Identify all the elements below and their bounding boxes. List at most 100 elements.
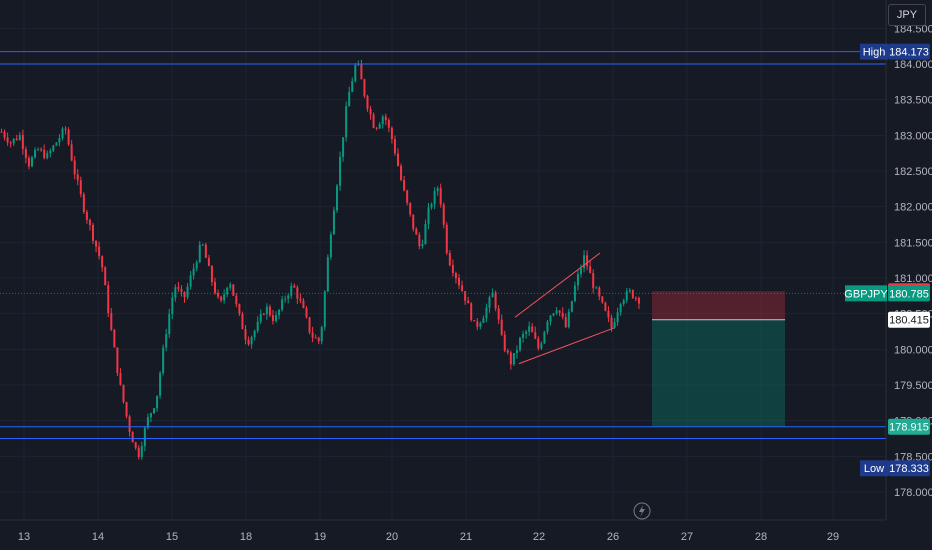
candle-body	[207, 257, 210, 267]
candle-body	[180, 288, 183, 292]
candle-body	[485, 307, 488, 319]
candle-body	[31, 157, 33, 167]
candle-body	[613, 322, 616, 328]
candle-body	[52, 145, 55, 151]
candle-body	[131, 432, 134, 443]
candle-body	[15, 138, 18, 140]
candle-body	[390, 127, 393, 140]
candle-body	[616, 312, 619, 323]
candle-body	[369, 108, 372, 115]
time-tick-label: 15	[166, 531, 178, 543]
candle-body	[317, 337, 320, 342]
candle-body	[360, 63, 363, 80]
candle-body	[107, 285, 110, 314]
high-price-badge-bg	[888, 43, 930, 60]
candle-body	[88, 219, 91, 225]
candle-body	[433, 191, 436, 205]
candle-body	[412, 214, 415, 229]
candle-body	[235, 295, 238, 305]
candle-body	[198, 244, 201, 263]
candle-body	[339, 156, 342, 186]
candle-body	[601, 296, 604, 303]
candle-body	[589, 266, 592, 274]
candle-body	[583, 255, 586, 269]
candle-body	[262, 314, 265, 316]
candle-body	[137, 447, 140, 458]
candle-body	[34, 149, 37, 158]
candle-body	[448, 252, 451, 266]
channel-lower-line[interactable]	[518, 327, 615, 365]
candle-body	[92, 224, 94, 241]
time-tick-label: 19	[314, 531, 326, 543]
channel-upper-line[interactable]	[514, 252, 601, 318]
candle-body	[467, 300, 470, 304]
candle-body	[482, 318, 485, 323]
take-profit-zone[interactable]	[652, 319, 785, 427]
candle-body	[558, 310, 561, 313]
candle-body	[217, 292, 220, 297]
target-price-badge-bg	[888, 418, 930, 435]
candle-body	[406, 190, 409, 203]
candle-body	[348, 91, 351, 107]
candle-body	[82, 194, 85, 212]
candle-body	[37, 149, 40, 151]
candle-body	[183, 291, 186, 298]
candle-body	[70, 144, 73, 161]
candle-body	[534, 332, 537, 339]
candle-body	[363, 79, 366, 97]
candle-body	[604, 302, 607, 311]
candle-body	[195, 262, 198, 269]
candle-body	[332, 210, 335, 235]
candle-body	[512, 353, 515, 365]
candle-body	[631, 290, 634, 298]
candle-body	[387, 120, 390, 128]
candle-body	[24, 149, 27, 158]
stop-loss-zone[interactable]	[652, 291, 785, 320]
candle-body	[473, 320, 476, 322]
candle-body	[302, 300, 305, 308]
candle-body	[506, 350, 509, 353]
candle-body	[555, 310, 558, 314]
candle-body	[12, 138, 15, 144]
candle-body	[268, 306, 271, 316]
candle-body	[49, 150, 52, 154]
candle-body	[439, 188, 442, 205]
currency-button[interactable]: JPY	[888, 4, 926, 26]
candle-body	[637, 297, 640, 304]
candle-body	[403, 179, 406, 191]
candle-body	[162, 347, 165, 374]
candle-body	[220, 296, 223, 301]
time-tick-label: 13	[18, 531, 30, 543]
candle-body	[189, 275, 192, 287]
candle-body	[238, 304, 241, 314]
candle-body	[149, 413, 152, 418]
price-tick-label: 180.000	[894, 344, 932, 356]
candle-body	[354, 65, 357, 82]
candle-body	[515, 350, 518, 354]
candle-body	[253, 330, 256, 337]
candle-body	[345, 106, 348, 138]
candle-body	[351, 81, 354, 92]
candle-body	[442, 204, 445, 225]
candle-body	[580, 268, 582, 275]
candle-body	[451, 265, 454, 274]
candle-body	[186, 286, 189, 298]
candle-body	[461, 285, 464, 292]
candle-body	[573, 285, 576, 302]
candle-body	[549, 315, 552, 322]
candle-body	[73, 160, 76, 175]
candle-body	[210, 266, 213, 283]
candle-body	[79, 180, 82, 195]
candle-body	[85, 211, 88, 220]
price-tick-label: 179.500	[894, 380, 932, 392]
candle-body	[67, 129, 70, 145]
candle-body	[567, 311, 570, 328]
candle-body	[607, 310, 610, 318]
lightning-icon[interactable]	[633, 502, 651, 520]
candle-body	[101, 256, 104, 268]
candle-body	[116, 347, 119, 374]
candle-body	[397, 153, 399, 166]
candle-body	[311, 332, 314, 338]
